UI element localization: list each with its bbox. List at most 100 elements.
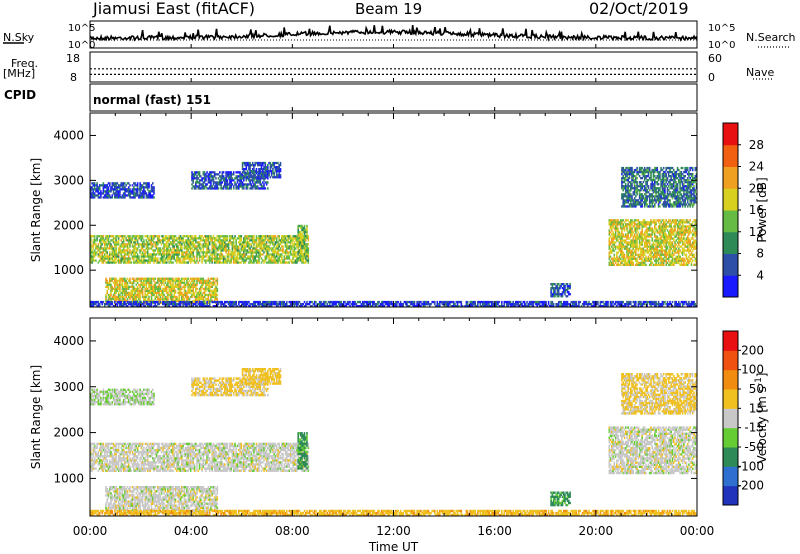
data-cell	[259, 187, 262, 190]
data-cell	[244, 235, 246, 238]
data-cell	[288, 255, 291, 258]
data-cell	[260, 183, 263, 186]
data-cell	[234, 245, 236, 248]
data-cell	[645, 241, 647, 244]
data-cell	[695, 261, 697, 264]
data-cell	[168, 261, 170, 264]
data-cell	[213, 181, 216, 184]
data-cell	[213, 187, 216, 190]
data-cell	[143, 190, 145, 193]
data-cell	[618, 259, 621, 262]
data-cell	[665, 225, 667, 228]
data-cell	[192, 293, 194, 297]
data-cell	[141, 190, 144, 193]
data-cell	[141, 186, 144, 189]
data-cell	[184, 257, 187, 260]
data-cell	[283, 257, 286, 260]
data-cell	[98, 235, 101, 238]
data-cell	[202, 253, 205, 256]
data-cell	[226, 181, 229, 184]
data-cell	[679, 245, 681, 248]
data-cell	[628, 223, 631, 226]
data-cell	[253, 179, 255, 182]
data-cell	[260, 161, 263, 165]
data-cell	[152, 188, 154, 191]
data-cell	[608, 255, 611, 258]
data-cell	[201, 235, 203, 238]
data-cell	[90, 257, 92, 260]
data-cell	[202, 171, 205, 174]
data-cell	[134, 194, 136, 197]
data-cell	[268, 253, 270, 256]
data-cell	[624, 245, 627, 248]
data-cell	[683, 241, 685, 244]
data-cell	[154, 257, 157, 260]
cpid-panel-frame	[89, 83, 698, 112]
data-cell	[265, 243, 268, 246]
data-cell	[274, 237, 277, 240]
data-cell	[193, 259, 196, 262]
data-cell	[287, 235, 289, 238]
data-cell	[115, 251, 117, 254]
data-cell	[187, 277, 189, 280]
data-cell	[177, 257, 179, 260]
data-cell	[169, 295, 172, 299]
data-cell	[667, 257, 670, 260]
data-cell	[232, 243, 235, 246]
data-cell	[173, 245, 176, 248]
data-cell	[115, 245, 117, 248]
data-cell	[231, 255, 234, 258]
data-cell	[109, 194, 111, 197]
data-cell	[189, 257, 192, 260]
data-cell	[125, 281, 127, 284]
data-cell	[635, 237, 637, 240]
data-cell	[176, 239, 178, 242]
data-cell	[121, 251, 124, 254]
data-cell	[138, 243, 140, 246]
power-panel-region-6	[621, 166, 697, 208]
data-cell	[122, 241, 125, 244]
data-cell	[272, 235, 274, 238]
data-cell	[167, 251, 169, 254]
data-cell	[152, 196, 154, 199]
data-cell	[249, 181, 251, 184]
data-cell	[647, 249, 650, 252]
data-cell	[195, 245, 197, 248]
data-cell	[146, 247, 149, 250]
data-cell	[613, 249, 616, 252]
data-cell	[235, 243, 237, 246]
data-cell	[289, 241, 292, 244]
data-cell	[647, 235, 650, 238]
data-cell	[647, 185, 650, 188]
data-cell	[115, 194, 117, 197]
data-cell	[213, 281, 216, 284]
data-cell	[139, 261, 141, 264]
data-cell	[196, 257, 198, 260]
data-cell	[224, 183, 226, 186]
data-cell	[106, 255, 108, 258]
data-cell	[686, 247, 689, 250]
data-cell	[164, 257, 167, 260]
data-cell	[112, 247, 115, 250]
data-cell	[636, 263, 638, 266]
data-cell	[627, 251, 629, 254]
data-cell	[178, 253, 181, 256]
data-cell	[256, 255, 259, 258]
data-cell	[635, 189, 637, 192]
data-cell	[150, 277, 153, 280]
data-cell	[90, 251, 92, 254]
data-cell	[184, 251, 187, 254]
data-cell	[189, 243, 192, 246]
data-cell	[623, 199, 626, 202]
data-cell	[636, 187, 638, 190]
data-cell	[278, 249, 280, 252]
data-cell	[201, 283, 203, 286]
data-cell	[279, 170, 282, 173]
data-cell	[152, 253, 154, 256]
data-cell	[149, 261, 151, 264]
data-cell	[157, 291, 159, 294]
data-cell	[163, 297, 165, 301]
data-cell	[205, 173, 207, 176]
data-cell	[168, 281, 170, 284]
data-cell	[643, 199, 646, 202]
